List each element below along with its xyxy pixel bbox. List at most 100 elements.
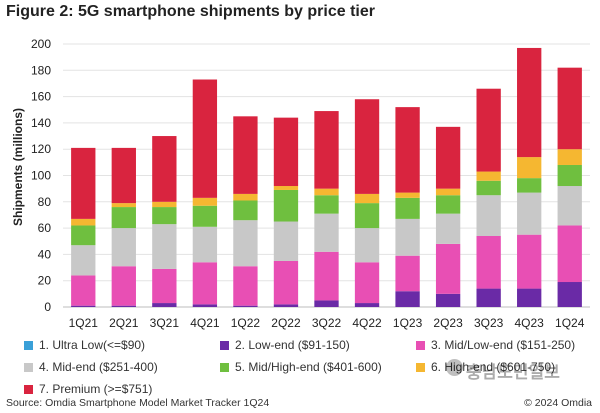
y-tick-label: 180 <box>31 63 51 77</box>
bar-segment-series-6 <box>111 203 136 208</box>
legend-label-mid-low-end: 3. Mid/Low-end ($151-250) <box>431 338 576 352</box>
bar-segment-series-3 <box>71 275 96 306</box>
stacked-bar-chart: 0 20 40 60 80 100 120 140 160 180 200 1Q21 2Q21 3Q21… <box>31 37 590 330</box>
y-tick-label: 80 <box>38 195 52 209</box>
bar-segment-series-2 <box>557 282 582 307</box>
chart-title: Figure 2: 5G smartphone shipments by pri… <box>6 3 375 20</box>
bar-stack-2Q23 <box>435 126 461 307</box>
bar-segment-series-4 <box>476 195 501 236</box>
bar-segment-series-4 <box>354 228 380 263</box>
legend-item-mid-end: 4. Mid-end ($251-400) <box>24 360 158 374</box>
bar-segment-series-6 <box>354 193 380 204</box>
legend-swatch-low-end <box>220 340 229 350</box>
bar-segment-series-6 <box>557 149 582 165</box>
x-tick-label: 4Q23 <box>515 316 545 330</box>
bar-segment-series-4 <box>557 186 582 226</box>
bar-stack-1Q21 <box>71 147 96 307</box>
x-tick-label: 1Q23 <box>393 316 423 330</box>
bar-stack-1Q23 <box>395 107 420 307</box>
bar-segment-series-6 <box>192 197 218 206</box>
bar-segment-series-4 <box>71 245 96 276</box>
bar-segment-series-3 <box>111 266 136 306</box>
watermark-logo-icon <box>446 359 463 376</box>
bar-segment-series-3 <box>314 251 339 301</box>
bar-segment-series-5 <box>71 225 96 246</box>
bar-segment-series-7 <box>557 67 582 150</box>
x-tick-label: 4Q22 <box>352 316 382 330</box>
bar-stack-1Q24 <box>557 67 582 307</box>
watermark: 충남도민일보 <box>466 363 560 383</box>
bar-segment-series-7 <box>476 88 501 172</box>
bar-segment-series-3 <box>152 268 177 304</box>
legend-item-mid-high-end: 5. Mid/High-end ($401-600) <box>220 360 382 374</box>
bar-segment-series-7 <box>71 147 96 219</box>
bar-segment-series-4 <box>314 213 339 252</box>
bar-segment-series-5 <box>476 180 501 196</box>
y-tick-label: 60 <box>38 221 52 235</box>
bar-segment-series-6 <box>435 188 461 196</box>
bar-segment-series-3 <box>354 262 380 304</box>
x-tick-label: 3Q21 <box>150 316 180 330</box>
bar-segment-series-2 <box>233 305 258 307</box>
bar-segment-series-6 <box>395 192 420 198</box>
bar-segment-series-2 <box>354 303 380 307</box>
legend-swatch-mid-end <box>24 362 33 372</box>
x-tick-label: 3Q23 <box>474 316 504 330</box>
bar-stacks <box>71 47 582 307</box>
bar-segment-series-5 <box>152 207 177 225</box>
bar-stack-3Q22 <box>314 111 339 307</box>
legend-item-ultra-low: 1. Ultra Low(<=$90) <box>24 338 145 352</box>
bar-segment-series-2 <box>192 304 218 307</box>
legend-item-mid-low-end: 3. Mid/Low-end ($151-250) <box>416 338 575 352</box>
bar-stack-4Q21 <box>192 79 218 307</box>
x-tick-labels: 1Q21 2Q21 3Q21 4Q21 1Q22 2Q22 3Q22 4Q22 1Q23 2Q23… <box>69 316 585 330</box>
bar-segment-series-5 <box>111 207 136 229</box>
x-tick-label: 2Q23 <box>433 316 463 330</box>
bar-segment-series-4 <box>192 226 218 263</box>
bar-segment-series-5 <box>435 195 461 214</box>
bar-segment-series-4 <box>435 213 461 244</box>
bar-segment-series-7 <box>517 47 542 158</box>
bar-stack-3Q21 <box>152 136 177 307</box>
legend-swatch-mid-low-end <box>416 340 425 350</box>
y-tick-labels: 0 20 40 60 80 100 120 140 160 180 200 <box>31 37 51 314</box>
x-tick-label: 2Q21 <box>109 316 139 330</box>
bar-segment-series-5 <box>314 195 339 214</box>
bar-segment-series-7 <box>111 147 136 204</box>
y-tick-label: 0 <box>44 300 51 314</box>
bar-segment-series-4 <box>273 221 299 261</box>
bar-segment-series-5 <box>517 178 542 193</box>
y-tick-label: 20 <box>38 274 52 288</box>
y-tick-label: 200 <box>31 37 51 51</box>
bar-segment-series-5 <box>233 200 258 221</box>
y-tick-label: 120 <box>31 142 51 156</box>
bar-stack-4Q23 <box>517 47 542 307</box>
legend-label-mid-high-end: 5. Mid/High-end ($401-600) <box>235 360 382 374</box>
y-tick-label: 140 <box>31 116 51 130</box>
legend-item-premium: 7. Premium (>=$751) <box>24 382 152 396</box>
legend-label-high-end: 6. High-end ($601-750) <box>431 360 556 374</box>
x-tick-label: 2Q22 <box>271 316 301 330</box>
bar-segment-series-2 <box>273 304 299 307</box>
bar-segment-series-2 <box>517 288 542 307</box>
bar-segment-series-6 <box>273 186 299 190</box>
copyright: © 2024 Omdia <box>524 397 592 409</box>
bar-segment-series-7 <box>233 116 258 194</box>
bar-segment-series-5 <box>354 203 380 229</box>
bar-segment-series-6 <box>233 193 258 201</box>
bar-stack-2Q21 <box>111 147 136 307</box>
bar-segment-series-2 <box>314 300 339 307</box>
bar-segment-series-6 <box>71 218 96 226</box>
y-tick-label: 40 <box>38 247 52 261</box>
bar-segment-series-2 <box>71 305 96 307</box>
legend-swatch-mid-high-end <box>220 362 229 372</box>
bar-segment-series-4 <box>152 224 177 269</box>
bar-stack-3Q23 <box>476 88 501 307</box>
y-tick-label: 100 <box>31 169 51 183</box>
bar-stack-2Q22 <box>273 117 299 307</box>
bar-segment-series-3 <box>233 266 258 306</box>
legend-swatch-high-end <box>416 362 425 372</box>
bar-segment-series-5 <box>273 189 299 222</box>
bar-segment-series-7 <box>435 126 461 189</box>
bar-segment-series-2 <box>435 293 461 307</box>
